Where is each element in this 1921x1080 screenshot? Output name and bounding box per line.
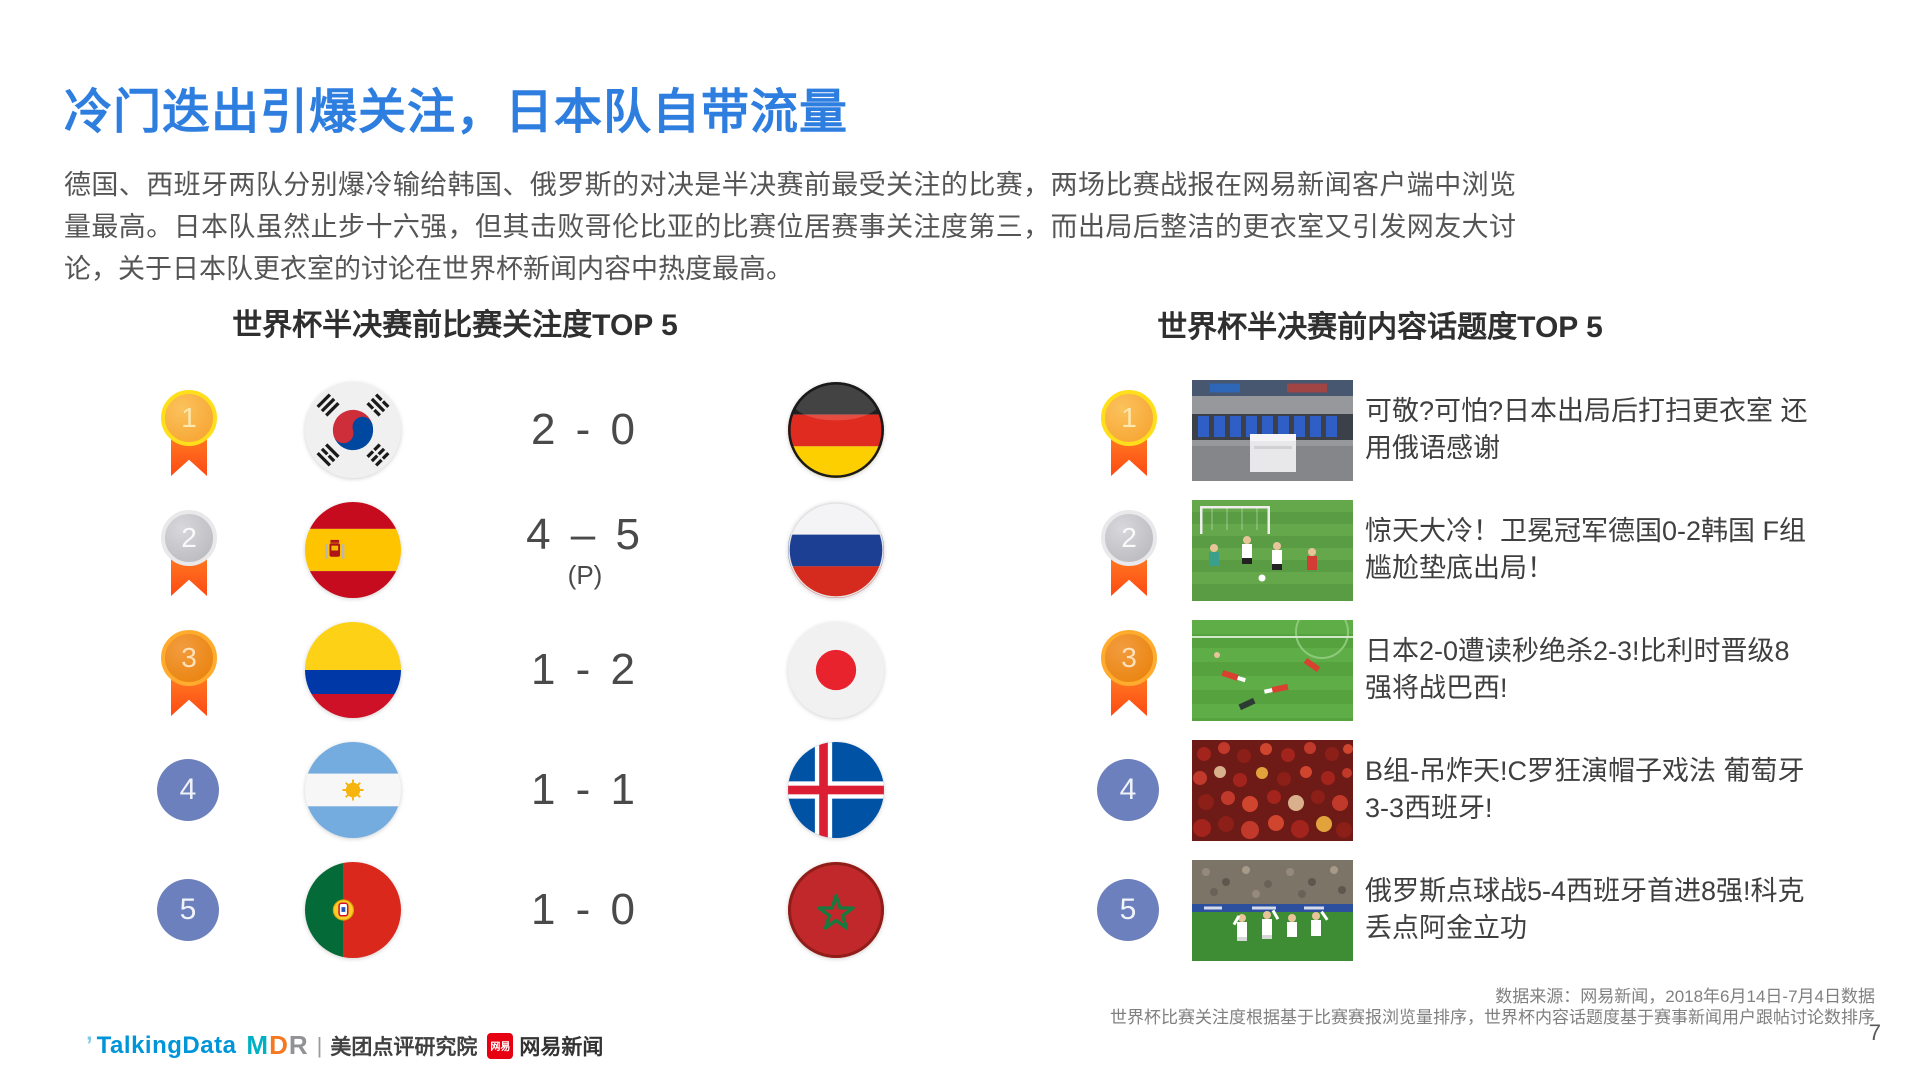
japan-flag-icon (788, 622, 884, 718)
rank-number: 4 (179, 773, 197, 806)
score-row-3: 1 - 2 (490, 615, 680, 725)
russia-spain-celebration-photo (1192, 860, 1353, 961)
netease-news-logo: 网易新闻 (519, 1035, 604, 1059)
rank-4-badge-icon: 4 (1097, 759, 1159, 821)
colombia-flag-icon (305, 622, 401, 718)
netease-badge-icon: 网易 (487, 1032, 514, 1059)
rank-2-medal-icon: 2 (1097, 510, 1161, 602)
rank-3-medal-icon: 3 (1097, 630, 1161, 722)
footer-logos: ’ TalkingData MDR | 美团点评研究院 网易 网易新闻 (86, 1030, 603, 1061)
argentina-flag-icon (305, 742, 401, 838)
rank-3-medal-icon: 3 (157, 630, 221, 722)
portugal-flag-icon (305, 862, 401, 958)
rank-number: 5 (1119, 893, 1137, 926)
spain-flag-icon (305, 502, 401, 598)
talkingdata-logo-mark: ’ (86, 1031, 93, 1059)
rank-number: 2 (1101, 510, 1157, 566)
rank-1-medal-icon: 1 (1097, 390, 1161, 482)
data-source-line1: 数据来源：网易新闻，2018年6月14日-7月4日数据 (1495, 987, 1875, 1006)
right-panel-header: 世界杯半决赛前内容话题度TOP 5 (1157, 311, 1603, 344)
page-title: 冷门迭出引爆关注，日本队自带流量 (64, 86, 849, 139)
talkingdata-logo: TalkingData (96, 1031, 237, 1059)
rank-number: 4 (1119, 773, 1137, 806)
rank-1-medal-icon: 1 (157, 390, 221, 482)
rank-number: 5 (179, 893, 197, 926)
germany-korea-match-photo (1192, 500, 1353, 601)
japan-locker-room-photo (1192, 380, 1353, 481)
rank-5-badge-icon: 5 (157, 879, 219, 941)
japan-belgium-match-photo (1192, 620, 1353, 721)
mdr-letter-m: M (246, 1030, 270, 1060)
data-source-note: 数据来源：网易新闻，2018年6月14日-7月4日数据 世界杯比赛关注度根据基于… (1110, 986, 1875, 1028)
germany-flag-icon (788, 382, 884, 478)
rank-number: 1 (161, 390, 217, 446)
rank-number: 1 (1101, 390, 1157, 446)
rank-number: 3 (1101, 630, 1157, 686)
score-value: 2 - 0 (530, 405, 640, 454)
score-row-1: 2 - 0 (490, 375, 680, 485)
score-value: 4 – 5 (526, 510, 644, 559)
summary-paragraph: 德国、西班牙两队分别爆冷输给韩国、俄罗斯的对决是半决赛前最受关注的比赛，两场比赛… (64, 170, 1516, 284)
mdr-letter-d: D (269, 1030, 289, 1060)
rank-number: 2 (161, 510, 217, 566)
headline-4: B组-吊炸天!C罗狂演帽子戏法 葡萄牙3-3西班牙! (1365, 756, 1805, 823)
score-row-4: 1 - 1 (490, 735, 680, 845)
data-source-line2: 世界杯比赛关注度根据基于比赛赛报浏览量排序，世界杯内容话题度基于赛事新闻用户跟帖… (1110, 1008, 1875, 1027)
left-panel-header: 世界杯半决赛前比赛关注度TOP 5 (232, 309, 678, 342)
portugal-spain-fans-photo (1192, 740, 1353, 841)
headline-5: 俄罗斯点球战5-4西班牙首进8强!科克丢点阿金立功 (1365, 876, 1805, 943)
rank-2-medal-icon: 2 (157, 510, 221, 602)
rank-5-badge-icon: 5 (1097, 879, 1159, 941)
page-number: 7 (1868, 1020, 1881, 1045)
score-row-2: 4 – 5 (P) (490, 495, 680, 605)
mdr-letter-r: R (288, 1030, 309, 1060)
score-value: 1 - 1 (530, 765, 640, 814)
headline-1: 可敬?可怕?日本出局后打扫更衣室 还用俄语感谢 (1365, 396, 1808, 463)
score-row-5: 1 - 0 (490, 855, 680, 965)
rank-number: 3 (161, 630, 217, 686)
iceland-flag-icon (788, 742, 884, 838)
meituan-dianping-institute-logo: 美团点评研究院 (330, 1035, 478, 1059)
rank-4-badge-icon: 4 (157, 759, 219, 821)
south-korea-flag-icon (305, 382, 401, 478)
russia-flag-icon (788, 502, 884, 598)
score-value: 1 - 0 (530, 885, 640, 934)
score-value: 1 - 2 (530, 645, 640, 694)
headline-2: 惊天大冷！卫冕冠军德国0-2韩国 F组尴尬垫底出局！ (1365, 516, 1807, 583)
score-note: (P) (567, 560, 603, 590)
headline-3: 日本2-0遭读秒绝杀2-3!比利时晋级8强将战巴西! (1365, 636, 1790, 703)
mdr-logo: MDR (246, 1030, 308, 1061)
logo-divider: | (316, 1032, 323, 1058)
morocco-flag-icon (788, 862, 884, 958)
